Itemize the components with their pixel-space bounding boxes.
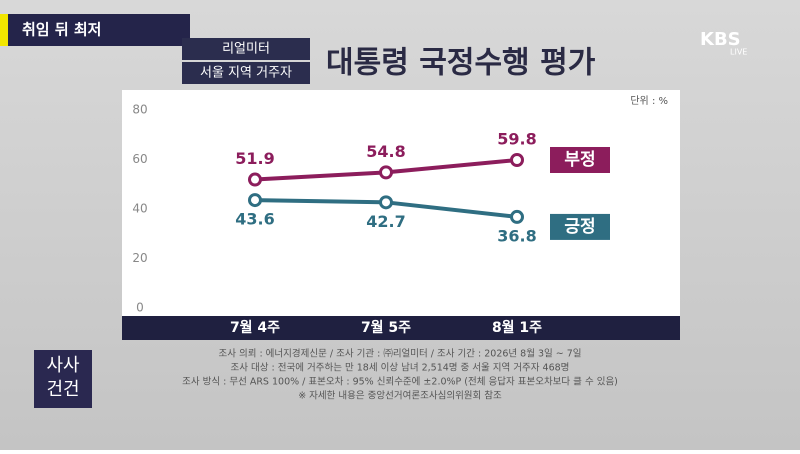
data-label: 51.9 <box>235 149 274 168</box>
point <box>510 209 524 224</box>
unit: 단위 : % <box>630 94 668 107</box>
point <box>248 193 262 208</box>
y-tick-label: 20 <box>132 251 147 265</box>
program-logo <box>34 350 92 408</box>
y-tick-label: 40 <box>132 202 147 216</box>
legend-swatch <box>550 146 610 173</box>
legend-label: 부정 <box>564 150 595 170</box>
y-tick-label: 80 <box>132 103 147 117</box>
banner-bg <box>0 14 190 46</box>
x-tick-label: 7월 5주 <box>361 319 411 336</box>
point <box>248 172 262 187</box>
banner: 취임 뒤 최저 <box>22 21 101 39</box>
data-label: 59.8 <box>497 129 536 148</box>
footnote: 조사 방식 : 무선 ARS 100% / 표본오차 : 95% 신뢰수준에 ±… <box>182 376 618 388</box>
program-text: 건건 <box>46 379 79 400</box>
legend-swatch <box>550 213 610 240</box>
data-label: 43.6 <box>235 210 274 229</box>
point <box>379 195 393 210</box>
y-tick-label: 0 <box>136 301 144 315</box>
footnote: ※ 자세한 내용은 중앙선거여론조사심의위원회 참조 <box>298 390 502 402</box>
data-label: 36.8 <box>497 226 536 245</box>
x-tick-label: 7월 4주 <box>230 319 280 336</box>
logo: KBS <box>700 29 741 50</box>
badge-text: 리얼미터 <box>222 42 270 57</box>
badge <box>182 38 310 60</box>
banner-accent <box>0 14 8 46</box>
data-label: 54.8 <box>366 142 405 161</box>
badge <box>182 62 310 84</box>
point <box>510 152 524 167</box>
program-text: 사사 <box>46 355 80 376</box>
chart-title: 대통령 국정수행 평가 <box>326 46 596 81</box>
data-label: 42.7 <box>366 212 405 231</box>
legend-label: 긍정 <box>564 217 595 237</box>
x-axis-band <box>122 316 680 340</box>
footnote: 조사 의뢰 : 에너지경제신문 / 조사 기관 : ㈜리얼미터 / 조사 기간 … <box>218 348 581 360</box>
point <box>379 165 393 180</box>
x-tick-label: 8월 1주 <box>492 319 542 336</box>
badge-text: 서울 지역 거주자 <box>200 66 292 81</box>
logo-sub: LIVE <box>730 48 747 57</box>
y-tick-label: 60 <box>132 152 147 166</box>
footnote: 조사 대상 : 전국에 거주하는 만 18세 이상 남녀 2,514명 중 서울… <box>231 362 570 374</box>
